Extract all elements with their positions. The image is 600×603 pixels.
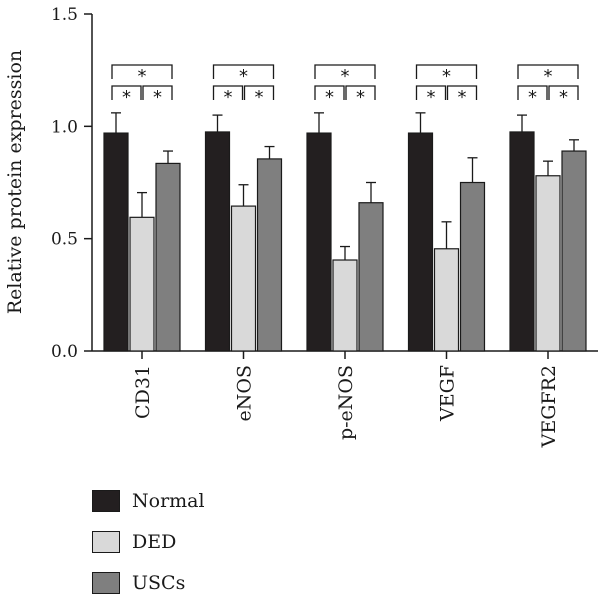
x-tick-label: p-eNOS [335, 365, 357, 440]
y-tick-label: 0.0 [51, 342, 78, 362]
bracket-normal-uscs [111, 64, 173, 79]
legend-label: Normal [132, 489, 205, 512]
bar-uscs-cd31 [155, 162, 181, 352]
bar-ded-vegfr2 [535, 175, 561, 352]
bracket-normal-ded [314, 85, 345, 100]
bar-ded-vegf [433, 248, 460, 352]
x-tick-label: CD31 [132, 365, 154, 419]
legend-label: USCs [132, 571, 186, 594]
bar-chart: 0.0 0.5 1.0 1.5 Relative protein expression… [4, 5, 598, 448]
bar-uscs-vegf [459, 181, 486, 352]
significance-brackets: * * * * * * * * * * * * * * * [111, 64, 579, 108]
significance-star: * [427, 87, 436, 108]
bracket-normal-ded [415, 85, 447, 100]
significance-star: * [239, 66, 248, 87]
significance-star: * [458, 87, 467, 108]
significance-star: * [255, 87, 264, 108]
bracket-ded-uscs [243, 85, 275, 100]
y-ticks: 0.0 0.5 1.0 1.5 [51, 5, 92, 362]
legend-item-uscs: USCs [92, 562, 205, 603]
significance-star: * [153, 87, 162, 108]
x-tick-label: VEGF [437, 365, 459, 422]
bar-uscs-enos [256, 158, 283, 352]
bracket-normal-uscs [415, 64, 478, 79]
bar-ded-cd31 [129, 216, 155, 352]
bar-ded-enos [230, 205, 257, 352]
bracket-normal-uscs [212, 64, 275, 79]
bracket-normal-ded [212, 85, 244, 100]
significance-star: * [122, 87, 131, 108]
bracket-ded-uscs [345, 85, 376, 100]
legend-label: DED [132, 530, 177, 553]
significance-star: * [559, 87, 568, 108]
significance-star: * [356, 87, 365, 108]
legend: Normal DED USCs [92, 480, 205, 603]
significance-star: * [325, 87, 334, 108]
bars [103, 131, 587, 352]
y-tick-label: 0.5 [51, 230, 78, 250]
legend-item-ded: DED [92, 521, 205, 562]
bracket-ded-uscs [548, 85, 579, 100]
y-tick-label: 1.0 [51, 117, 78, 137]
bar-ded-p-enos [332, 259, 358, 352]
y-tick-label: 1.5 [51, 5, 78, 25]
bar-normal-enos [204, 131, 231, 352]
bar-normal-cd31 [103, 132, 129, 352]
bracket-normal-ded [517, 85, 548, 100]
bar-uscs-p-enos [358, 202, 384, 352]
significance-star: * [224, 87, 233, 108]
significance-star: * [528, 87, 537, 108]
significance-star: * [138, 66, 147, 87]
legend-swatch-normal [92, 489, 120, 512]
bracket-ded-uscs [446, 85, 478, 100]
y-axis-label: Relative protein expression [4, 50, 26, 314]
legend-swatch-ded [92, 530, 120, 553]
significance-star: * [341, 66, 350, 87]
significance-star: * [544, 66, 553, 87]
significance-star: * [442, 66, 451, 87]
bar-normal-p-enos [306, 132, 332, 352]
bar-normal-vegf [407, 132, 434, 352]
x-tick-label: eNOS [234, 365, 256, 421]
legend-item-normal: Normal [92, 480, 205, 521]
legend-swatch-uscs [92, 571, 120, 594]
bracket-normal-ded [111, 85, 142, 100]
bar-uscs-vegfr2 [561, 150, 587, 352]
bracket-normal-uscs [314, 64, 376, 79]
x-tick-label: VEGFR2 [538, 365, 560, 448]
error-bars [111, 112, 579, 261]
bracket-normal-uscs [517, 64, 579, 79]
bar-normal-vegfr2 [509, 131, 535, 352]
bracket-ded-uscs [142, 85, 173, 100]
x-ticks: CD31 eNOS p-eNOS VEGF VEGFR2 [132, 351, 560, 448]
